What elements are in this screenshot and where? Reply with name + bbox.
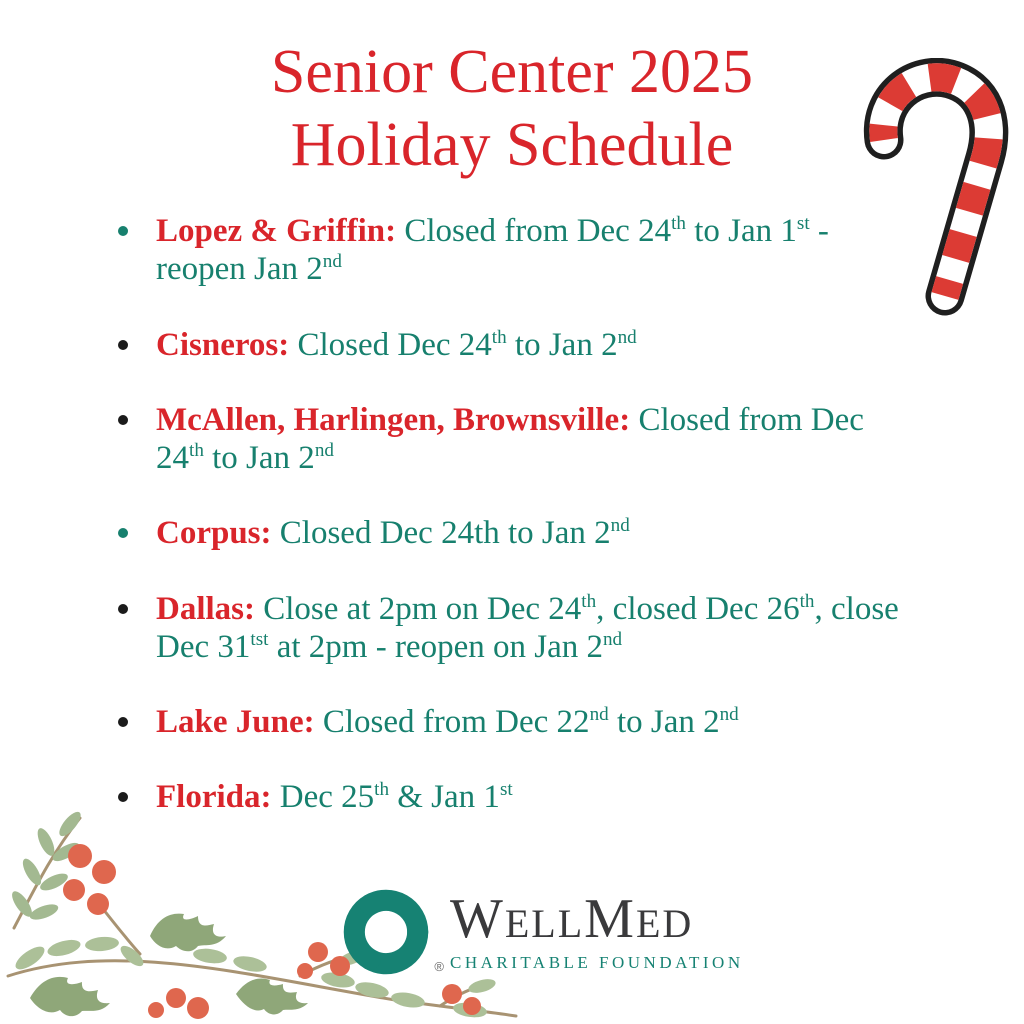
ordinal-suffix: th: [581, 590, 597, 612]
schedule-item: McAllen, Harlingen, Brownsville: Closed …: [118, 401, 900, 478]
wellmed-wordmark: WELLMED: [450, 891, 744, 947]
ordinal-suffix: st: [499, 779, 513, 801]
schedule-text: Closed from Dec 24: [404, 213, 672, 249]
holly-garland-icon: [6, 811, 518, 1019]
ordinal-suffix: th: [671, 213, 686, 234]
schedule-text: to Jan 2: [608, 704, 720, 741]
schedule-text: - reopen Jan 2: [156, 213, 829, 288]
ordinal-suffix: nd: [589, 704, 609, 726]
bullet-dot: [118, 717, 128, 728]
site-name: Lake June:: [156, 704, 323, 741]
schedule-item: Dallas: Close at 2pm on Dec 24th, closed…: [118, 590, 900, 667]
ordinal-suffix: th: [374, 779, 390, 801]
site-name: Dallas:: [156, 590, 264, 627]
ordinal-suffix: st: [796, 213, 810, 234]
schedule-item-text: Lopez & Griffin: Closed from Dec 24th to…: [156, 212, 900, 289]
schedule-item: Florida: Dec 25th & Jan 1st: [118, 778, 900, 816]
schedule-item-text: Dallas: Close at 2pm on Dec 24th, closed…: [156, 590, 900, 667]
site-name: Lopez & Griffin:: [156, 213, 405, 249]
schedule-text: Close at 2pm on Dec 24: [263, 590, 582, 627]
ordinal-suffix: th: [491, 326, 507, 348]
title-line-2: Holiday Schedule: [290, 110, 734, 179]
site-name: Cisneros:: [156, 326, 298, 363]
schedule-text: to Jan 2: [203, 440, 315, 477]
schedule-item-text: Florida: Dec 25th & Jan 1st: [156, 778, 513, 816]
schedule-text: at 2pm - reopen on Jan 2: [268, 628, 603, 665]
ordinal-suffix: nd: [719, 704, 739, 726]
wordmark-letter: ELL: [504, 901, 585, 946]
schedule-text: Dec 25: [279, 779, 375, 816]
ordinal-suffix: th: [799, 590, 815, 612]
wordmark-letter: M: [584, 888, 636, 950]
bullet-dot: [118, 528, 128, 539]
bullet-dot: [118, 339, 128, 350]
bullet-dot: [118, 792, 128, 803]
schedule-list: Lopez & Griffin: Closed from Dec 24th to…: [118, 212, 900, 854]
schedule-item-text: McAllen, Harlingen, Brownsville: Closed …: [156, 401, 900, 478]
registered-trademark: ®: [434, 959, 444, 974]
schedule-item: Lopez & Griffin: Closed from Dec 24th to…: [118, 212, 900, 289]
schedule-text: Closed Dec 24: [297, 326, 492, 363]
ordinal-suffix: nd: [602, 628, 623, 650]
site-name: Corpus:: [156, 515, 280, 552]
ordinal-suffix: nd: [322, 251, 342, 273]
title-line-1: Senior Center 2025: [270, 38, 754, 106]
schedule-item-text: Corpus: Closed Dec 24th to Jan 2nd: [156, 514, 630, 552]
bullet-dot: [118, 603, 128, 614]
schedule-text: to Jan 2: [506, 326, 618, 363]
schedule-text: , closed Dec 26: [596, 590, 800, 627]
schedule-text: & Jan 1: [389, 779, 500, 816]
ordinal-suffix: nd: [314, 440, 334, 462]
site-name: Florida:: [156, 779, 280, 816]
logo-text: WELLMED CHARITABLE FOUNDATION: [450, 891, 744, 973]
schedule-text: Closed Dec 24th to Jan 2: [279, 515, 611, 552]
schedule-item-text: Cisneros: Closed Dec 24th to Jan 2nd: [156, 326, 637, 364]
schedule-text: Closed from Dec 22: [322, 704, 590, 741]
page-title: Senior Center 2025 Holiday Schedule: [0, 36, 1024, 181]
schedule-text: to Jan 1: [685, 213, 797, 249]
wordmark-letter: W: [450, 888, 505, 950]
schedule-item-text: Lake June: Closed from Dec 22nd to Jan 2…: [156, 703, 739, 741]
bullet-dot: [118, 226, 128, 236]
schedule-text: , close Dec 31: [156, 590, 899, 665]
schedule-item: Corpus: Closed Dec 24th to Jan 2nd: [118, 514, 900, 552]
wordmark-letter: ED: [635, 901, 694, 946]
wellmed-swirl-icon: ®: [338, 884, 444, 980]
schedule-item: Cisneros: Closed Dec 24th to Jan 2nd: [118, 326, 900, 364]
wellmed-logo: ® WELLMED CHARITABLE FOUNDATION: [338, 884, 744, 980]
logo-tagline: CHARITABLE FOUNDATION: [450, 953, 744, 972]
ordinal-suffix: tst: [250, 628, 269, 650]
schedule-text: Closed from Dec 24: [156, 401, 864, 477]
schedule-item: Lake June: Closed from Dec 22nd to Jan 2…: [118, 703, 900, 741]
site-name: McAllen, Harlingen, Brownsville:: [156, 401, 639, 438]
ordinal-suffix: th: [189, 440, 204, 462]
ordinal-suffix: nd: [610, 515, 630, 537]
bullet-dot: [118, 414, 128, 425]
ordinal-suffix: nd: [617, 326, 637, 348]
candy-cane-icon: [863, 58, 1009, 316]
